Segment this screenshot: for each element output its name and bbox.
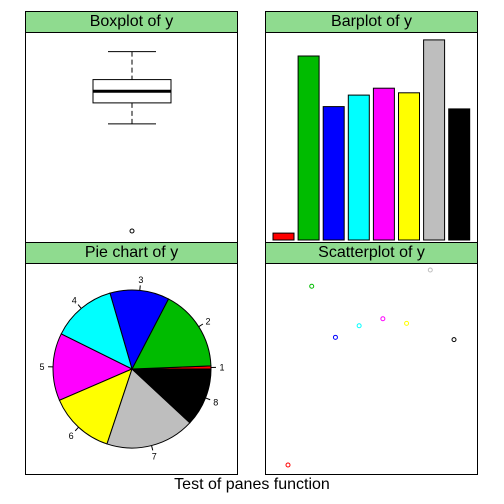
- bar-7: [423, 39, 446, 241]
- barplot-panel: Barplot of y: [265, 11, 478, 243]
- boxplot-chart: [92, 51, 172, 234]
- boxplot-title: Boxplot of y: [26, 12, 237, 33]
- bar-8: [448, 108, 471, 241]
- pie-tick-6: [74, 426, 79, 432]
- pie-slice-6: [58, 368, 133, 445]
- pie-slice-7: [106, 368, 191, 449]
- bar-2: [297, 55, 320, 241]
- bar-4: [347, 94, 370, 241]
- pie-slice-4: [60, 292, 133, 370]
- pie-label-7: 7: [152, 452, 157, 462]
- pie-label-3: 3: [138, 275, 143, 285]
- scatter-chart: [285, 267, 457, 468]
- scatter-point-8: [451, 337, 457, 343]
- barplot-title: Barplot of y: [266, 12, 477, 33]
- figure-caption: Test of panes function: [174, 476, 330, 493]
- boxplot-panel: Boxplot of y: [25, 11, 238, 243]
- pie-chart: 1 2 3 4 5 6 7 8: [40, 275, 225, 462]
- box-outlier-1: [129, 228, 135, 234]
- pie-label-2: 2: [205, 316, 210, 326]
- scatter-point-2: [309, 283, 315, 289]
- pie-panel: Pie chart of y 1 2 3 4 5 6 7 8: [25, 242, 238, 475]
- pie-tick-8: [205, 397, 211, 401]
- scatter-panel: Scatterplot of y: [265, 242, 478, 475]
- scatter-title: Scatterplot of y: [266, 243, 477, 264]
- pie-title: Pie chart of y: [26, 243, 237, 264]
- pie-label-8: 8: [213, 397, 218, 407]
- barplot-chart: [272, 39, 471, 241]
- pie-label-6: 6: [69, 431, 74, 441]
- scatter-point-6: [404, 320, 410, 326]
- bar-6: [398, 92, 420, 241]
- bar-3: [322, 106, 345, 241]
- pie-slice-3: [109, 289, 170, 371]
- scatter-point-7: [427, 267, 433, 273]
- scatter-point-3: [332, 334, 338, 340]
- pie-label-5: 5: [40, 362, 45, 372]
- bar-1: [272, 232, 295, 241]
- pie-label-4: 4: [72, 295, 77, 305]
- pie-tick-7: [151, 445, 154, 451]
- pie-label-1: 1: [219, 363, 224, 373]
- scatter-point-5: [380, 316, 386, 322]
- scatter-point-1: [285, 462, 291, 468]
- scatter-point-4: [356, 323, 362, 329]
- pie-tick-2: [198, 323, 204, 328]
- bar-5: [372, 87, 395, 241]
- pie-tick-4: [77, 304, 82, 309]
